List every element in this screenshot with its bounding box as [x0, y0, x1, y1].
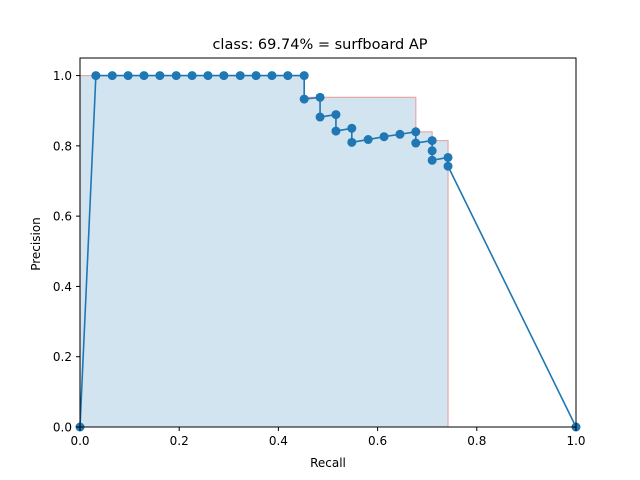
pr-curve-point: [331, 110, 341, 120]
pr-curve-point: [219, 71, 229, 81]
x-tick-label: 1.0: [566, 434, 585, 448]
pr-curve-point: [283, 71, 293, 81]
y-tick-label: 0.6: [53, 210, 72, 224]
pr-curve-point: [363, 135, 373, 145]
axes: 0.0 0.2 0.4 0.6 0.8 1.0 0.0 0.2 0.4 0.6 0.8 1.0: [53, 57, 586, 448]
y-tick-label: 0.4: [53, 280, 72, 294]
pr-curve-point: [347, 123, 357, 133]
chart-title: class: 69.74% = surfboard AP: [212, 37, 427, 53]
pr-curve-point: [299, 71, 309, 81]
x-tick-label: 0.6: [368, 434, 387, 448]
interpolated-area-fill: [80, 75, 449, 428]
y-tick-label: 0.2: [53, 350, 72, 364]
pr-curve-point: [123, 71, 133, 81]
y-tick-label: 0.8: [53, 139, 72, 153]
y-tick-label: 1.0: [53, 69, 72, 83]
plot-area: [75, 71, 581, 432]
pr-curve-point: [91, 71, 101, 81]
pr-curve-point: [187, 71, 197, 81]
pr-curve-point: [443, 161, 453, 171]
pr-curve-point: [203, 71, 213, 81]
pr-curve-point: [155, 71, 165, 81]
pr-curve-point: [107, 71, 117, 81]
pr-curve-point: [331, 126, 341, 136]
axes-frame: [79, 57, 577, 428]
y-tick-label: 0.0: [53, 421, 72, 435]
pr-curve-point: [427, 146, 437, 156]
pr-curve-point: [379, 132, 389, 142]
pr-curve-point: [299, 94, 309, 104]
pr-curve-point: [395, 129, 405, 139]
pr-curve-point: [267, 71, 277, 81]
x-tick-label: 0.4: [269, 434, 288, 448]
pr-curve-point: [139, 71, 149, 81]
pr-curve-point: [315, 92, 325, 102]
pr-curve-point: [411, 127, 421, 137]
pr-curve-point: [171, 71, 181, 81]
pr-curve-point: [443, 152, 453, 162]
x-axis-label: Recall: [310, 456, 346, 470]
pr-curve-point: [411, 138, 421, 148]
x-tick-label: 0.0: [70, 434, 89, 448]
x-tick-label: 0.8: [467, 434, 486, 448]
pr-curve-point: [251, 71, 261, 81]
pr-curve-point: [347, 137, 357, 147]
y-axis-label: Precision: [29, 217, 43, 271]
pr-curve-point: [427, 155, 437, 165]
pr-curve-point: [427, 136, 437, 146]
x-tick-label: 0.2: [170, 434, 189, 448]
pr-curve-point: [235, 71, 245, 81]
pr-curve-point: [315, 112, 325, 122]
